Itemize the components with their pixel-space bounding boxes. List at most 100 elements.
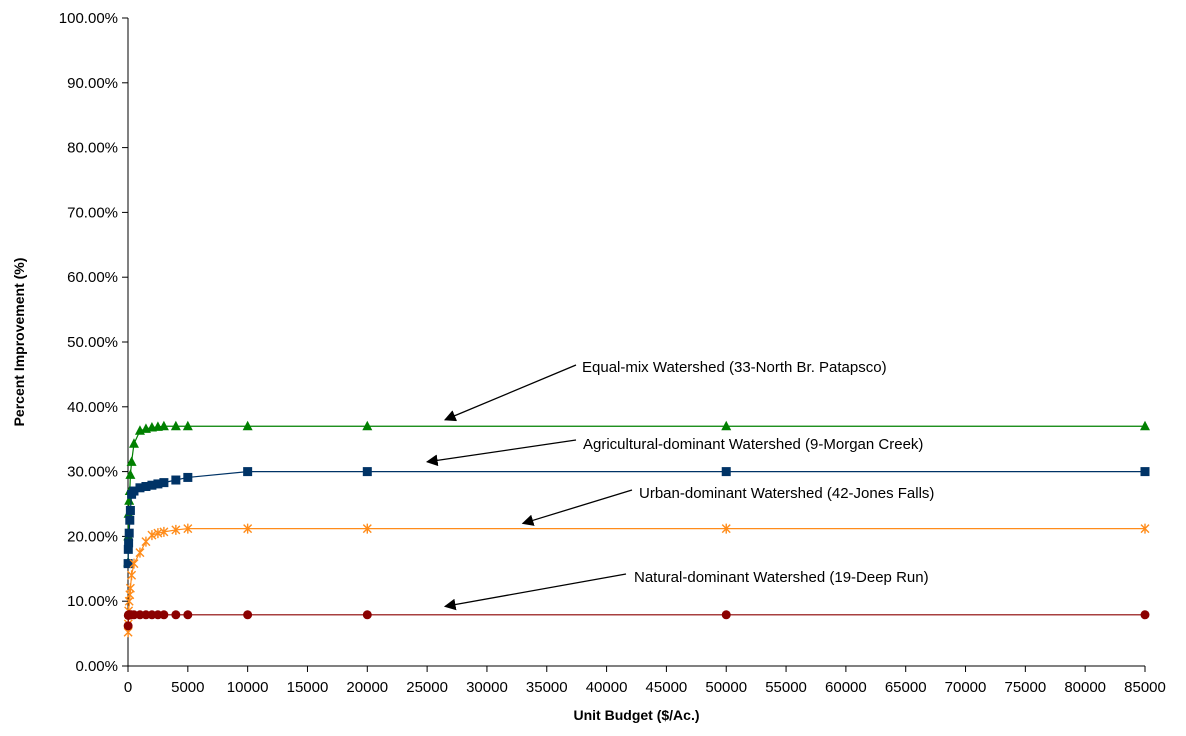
x-tick-label: 70000 bbox=[945, 679, 987, 696]
x-tick-label: 45000 bbox=[646, 679, 688, 696]
data-point bbox=[123, 621, 133, 631]
data-point bbox=[159, 526, 169, 537]
series-group bbox=[123, 610, 1150, 631]
x-axis-ticks: 0 5000 10000 15000 20000 25000 30000 35000 40000… bbox=[124, 666, 1166, 696]
data-point bbox=[170, 420, 181, 431]
y-tick-label: 30.00% bbox=[67, 464, 118, 481]
data-point bbox=[362, 420, 373, 431]
data-point bbox=[242, 420, 253, 431]
data-point bbox=[124, 495, 135, 505]
series-group bbox=[123, 420, 1150, 567]
y-tick-label: 70.00% bbox=[67, 204, 118, 221]
data-point bbox=[147, 530, 157, 541]
series-line bbox=[127, 471, 1145, 564]
annotation-label: Equal-mix Watershed (33-North Br. Pataps… bbox=[582, 359, 887, 376]
data-point bbox=[147, 480, 157, 490]
series-line bbox=[127, 614, 1145, 626]
x-tick-label: 5000 bbox=[171, 679, 204, 696]
y-tick-label: 10.00% bbox=[67, 593, 118, 610]
data-point bbox=[124, 528, 134, 538]
data-point bbox=[182, 420, 193, 431]
annotation: Natural-dominant Watershed (19-Deep Run) bbox=[443, 569, 929, 611]
data-point bbox=[126, 456, 137, 466]
data-point bbox=[362, 523, 372, 534]
data-point bbox=[183, 610, 193, 620]
annotation-label: Natural-dominant Watershed (19-Deep Run) bbox=[634, 569, 929, 586]
annotation: Urban-dominant Watershed (42-Jones Falls… bbox=[521, 485, 934, 526]
data-point bbox=[183, 472, 193, 482]
annotation-label: Urban-dominant Watershed (42-Jones Falls… bbox=[639, 485, 934, 502]
data-point bbox=[171, 610, 181, 620]
data-point bbox=[721, 610, 731, 620]
data-point bbox=[125, 505, 135, 515]
y-tick-label: 20.00% bbox=[67, 528, 118, 545]
data-point bbox=[129, 486, 139, 496]
y-tick-label: 0.00% bbox=[75, 658, 118, 675]
annotation-layer: Equal-mix Watershed (33-North Br. Pataps… bbox=[425, 359, 934, 611]
data-point bbox=[721, 420, 732, 431]
data-point bbox=[1140, 523, 1150, 534]
data-point bbox=[141, 482, 151, 492]
y-axis-title: Percent Improvement (%) bbox=[11, 258, 27, 427]
annotation: Equal-mix Watershed (33-North Br. Pataps… bbox=[443, 359, 887, 422]
x-tick-label: 20000 bbox=[346, 679, 388, 696]
x-tick-label: 35000 bbox=[526, 679, 568, 696]
data-point bbox=[128, 438, 139, 448]
annotation-label: Agricultural-dominant Watershed (9-Morga… bbox=[583, 436, 923, 453]
data-point bbox=[124, 538, 134, 548]
y-tick-label: 100.00% bbox=[59, 10, 118, 27]
y-tick-label: 80.00% bbox=[67, 140, 118, 157]
x-tick-label: 55000 bbox=[765, 679, 807, 696]
x-tick-label: 10000 bbox=[227, 679, 269, 696]
y-axis-ticks: 0.00% 10.00% 20.00% 30.00% 40.00% 50.00% 60.00… bbox=[59, 10, 128, 675]
data-point bbox=[127, 570, 137, 581]
x-tick-label: 50000 bbox=[705, 679, 747, 696]
x-tick-label: 85000 bbox=[1124, 679, 1166, 696]
x-axis-title: Unit Budget ($/Ac.) bbox=[574, 707, 700, 723]
data-point bbox=[171, 524, 181, 535]
data-point bbox=[243, 467, 253, 477]
data-point bbox=[362, 467, 372, 477]
data-point bbox=[123, 559, 133, 569]
y-tick-label: 50.00% bbox=[67, 334, 118, 351]
data-point bbox=[153, 479, 163, 489]
series-group bbox=[123, 467, 1150, 569]
y-tick-label: 90.00% bbox=[67, 75, 118, 92]
x-tick-label: 0 bbox=[124, 679, 132, 696]
x-tick-label: 30000 bbox=[466, 679, 508, 696]
x-tick-label: 75000 bbox=[1004, 679, 1046, 696]
data-point bbox=[243, 610, 253, 620]
data-point bbox=[158, 420, 169, 431]
x-tick-label: 65000 bbox=[885, 679, 927, 696]
series-layer bbox=[123, 420, 1150, 638]
data-point bbox=[1140, 610, 1150, 620]
x-tick-label: 80000 bbox=[1064, 679, 1106, 696]
annotation-arrow bbox=[425, 439, 577, 467]
data-point bbox=[721, 523, 731, 534]
data-point bbox=[135, 483, 145, 493]
data-point bbox=[129, 558, 139, 569]
data-point bbox=[1140, 467, 1150, 477]
data-point bbox=[243, 523, 253, 534]
x-tick-label: 60000 bbox=[825, 679, 867, 696]
x-tick-label: 40000 bbox=[586, 679, 628, 696]
y-tick-label: 40.00% bbox=[67, 399, 118, 416]
data-point bbox=[123, 544, 133, 554]
y-tick-label: 60.00% bbox=[67, 269, 118, 286]
data-point bbox=[721, 467, 731, 477]
data-point bbox=[125, 515, 135, 525]
data-point bbox=[125, 583, 135, 594]
data-point bbox=[183, 523, 193, 534]
x-tick-label: 15000 bbox=[287, 679, 329, 696]
data-point bbox=[1140, 420, 1150, 431]
data-point bbox=[362, 610, 372, 620]
data-point bbox=[159, 478, 169, 488]
annotation-arrow bbox=[443, 364, 577, 422]
data-point bbox=[159, 610, 169, 620]
annotation-arrow bbox=[521, 489, 633, 526]
data-point bbox=[135, 547, 145, 558]
annotation: Agricultural-dominant Watershed (9-Morga… bbox=[425, 436, 923, 467]
annotation-arrow bbox=[443, 573, 627, 611]
data-point bbox=[125, 469, 136, 479]
